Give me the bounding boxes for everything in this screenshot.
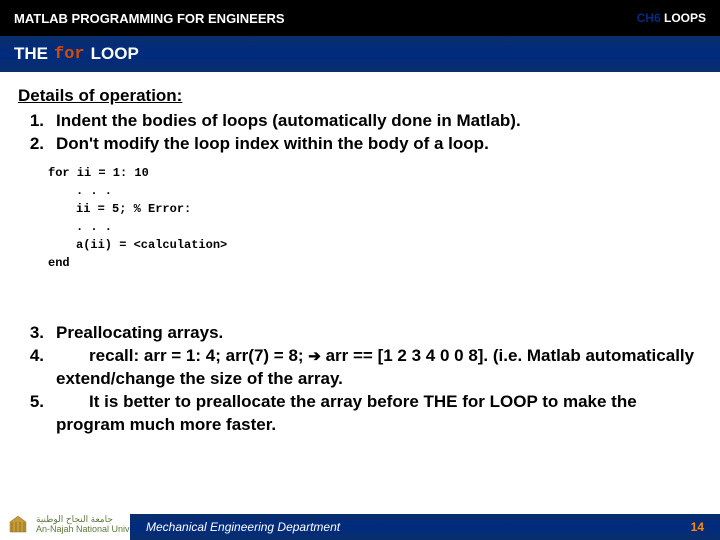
code-line: . . . bbox=[76, 218, 702, 236]
list-number: 2. bbox=[18, 133, 44, 156]
university-logo-icon bbox=[6, 514, 30, 536]
header-chapter: CH6 LOOPS bbox=[637, 11, 706, 25]
list-item: 2. Don't modify the loop index within th… bbox=[18, 133, 702, 156]
list-item: 5. It is better to preallocate the array… bbox=[18, 391, 702, 437]
footer-bar: Mechanical Engineering Department 14 bbox=[130, 514, 720, 540]
code-line: a(ii) = <calculation> bbox=[76, 236, 702, 254]
list-item: 4. recall: arr = 1: 4; arr(7) = 8; ➔ arr… bbox=[18, 345, 702, 391]
header-bar: MATLAB PROGRAMMING FOR ENGINEERS CH6 LOO… bbox=[0, 0, 720, 36]
arrow-icon: ➔ bbox=[308, 348, 321, 365]
list-number: 5. bbox=[18, 391, 44, 437]
slide-content: Details of operation: 1. Indent the bodi… bbox=[0, 72, 720, 437]
code-block: for ii = 1: 10 . . . ii = 5; % Error: . … bbox=[48, 164, 702, 272]
list-item: 3. Preallocating arrays. bbox=[18, 322, 702, 345]
code-line: ii = 5; % Error: bbox=[76, 200, 702, 218]
list-number: 3. bbox=[18, 322, 44, 345]
header-title: MATLAB PROGRAMMING FOR ENGINEERS bbox=[14, 11, 637, 26]
list-text: Don't modify the loop index within the b… bbox=[56, 133, 702, 156]
code-line: for ii = 1: 10 bbox=[48, 164, 702, 182]
chapter-num: CH6 bbox=[637, 11, 661, 25]
list-text: Preallocating arrays. bbox=[56, 322, 702, 345]
department-name: Mechanical Engineering Department bbox=[146, 520, 691, 534]
title-the: THE bbox=[14, 44, 48, 64]
footer: جامعة النجاح الوطنية An-Najah National U… bbox=[0, 500, 720, 540]
list-number: 1. bbox=[18, 110, 44, 133]
list-text: Indent the bodies of loops (automaticall… bbox=[56, 110, 702, 133]
list-item: 1. Indent the bodies of loops (automatic… bbox=[18, 110, 702, 133]
list-text: recall: arr = 1: 4; arr(7) = 8; ➔ arr ==… bbox=[56, 345, 702, 391]
list-number: 4. bbox=[18, 345, 44, 391]
code-line: . . . bbox=[76, 182, 702, 200]
list-text: It is better to preallocate the array be… bbox=[56, 391, 702, 437]
title-loop: LOOP bbox=[91, 44, 139, 64]
section-heading: Details of operation: bbox=[18, 86, 702, 106]
slide-title-bar: THE for LOOP bbox=[0, 36, 720, 72]
title-for: for bbox=[54, 45, 85, 64]
chapter-topic: LOOPS bbox=[661, 11, 706, 25]
code-line: end bbox=[48, 254, 702, 272]
page-number: 14 bbox=[691, 520, 704, 534]
